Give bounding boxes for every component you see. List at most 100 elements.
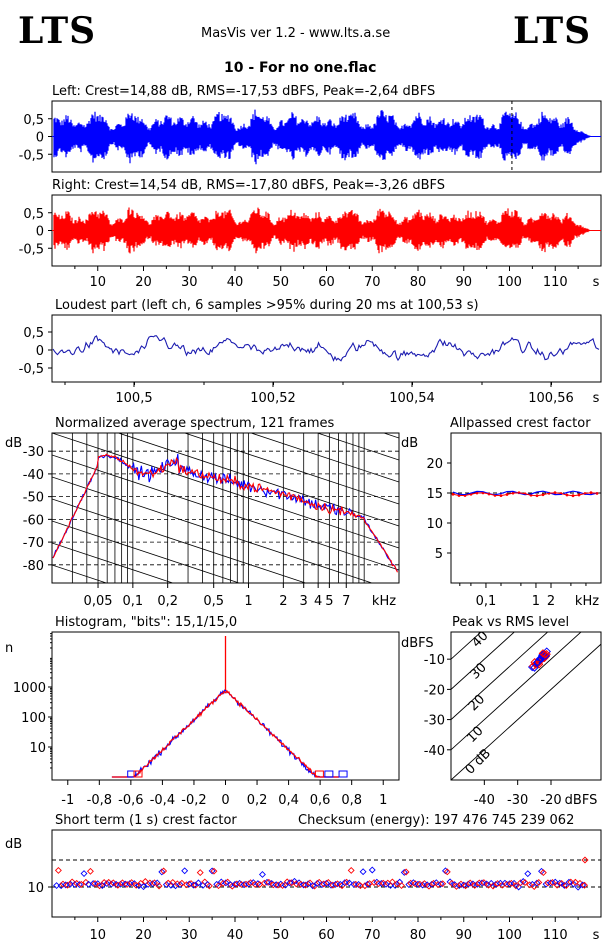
spectrum-slope-line — [316, 433, 399, 461]
short-term-crest-point — [196, 869, 204, 877]
spectrum-xtick-label: 5 — [325, 594, 333, 609]
short-term-crest-point — [377, 879, 385, 887]
peak-vs-rms-diag-line — [451, 643, 601, 780]
spectrum-series-left — [52, 453, 398, 572]
short-term-crest-point — [567, 878, 575, 886]
short-term-crest-point — [556, 879, 564, 887]
short-term-crest-point — [100, 879, 108, 886]
histogram-title: Histogram, "bits": 15,1/15,0 — [55, 615, 237, 630]
short-term-crest-xtick-label: 10 — [89, 928, 106, 943]
spectrum-slope-line — [249, 433, 399, 483]
short-term-crest-checksum: Checksum (energy): 197 476 745 239 062 — [298, 813, 574, 828]
spectrum-xtick-label: 2 — [279, 594, 287, 609]
allpassed-crest-ytick-label: 20 — [426, 457, 443, 472]
short-term-crest-point — [356, 882, 364, 890]
spectrum-ytick-label: -40 — [23, 468, 44, 483]
short-term-crest-point — [343, 878, 351, 886]
spectrum-series-right — [52, 453, 398, 573]
short-term-crest-point — [130, 880, 138, 888]
spectrum-xtick-label: 0,1 — [123, 594, 144, 609]
short-term-crest-point — [414, 880, 422, 888]
loudest-part-xtick-label: 100,56 — [528, 391, 574, 406]
short-term-crest-point — [274, 881, 282, 889]
loudest-part-ytick-label: 0,5 — [23, 326, 44, 341]
short-term-crest-point — [448, 879, 456, 887]
short-term-crest-point — [80, 870, 88, 878]
left-waveform-ytick-label: -0,5 — [19, 148, 44, 163]
spectrum-xtick-label: 0,5 — [203, 594, 224, 609]
short-term-crest-point — [190, 881, 198, 889]
right-waveform-xtick-label: 100 — [497, 275, 522, 290]
short-term-crest-point — [560, 881, 568, 889]
short-term-crest-point — [281, 881, 289, 889]
short-term-crest-point — [535, 879, 543, 886]
short-term-crest-point — [350, 880, 358, 888]
spectrum-ylabel: dB — [5, 436, 22, 451]
short-term-crest-point — [457, 880, 465, 888]
short-term-crest-frame — [51, 829, 602, 918]
right-waveform-xtick-label: 10 — [89, 275, 106, 290]
allpassed-crest-ytick-label: 15 — [426, 487, 443, 502]
allpassed-crest-ylabel: dB — [401, 436, 418, 451]
short-term-crest-xunit: s — [593, 928, 600, 943]
short-term-crest-point — [379, 879, 387, 887]
loudest-part-frame — [51, 314, 602, 383]
histogram-xtick-label: 0,8 — [341, 793, 362, 808]
allpassed-crest-ytick-label: 10 — [426, 517, 443, 532]
spectrum-ytick-label: -70 — [23, 536, 44, 551]
short-term-crest-xtick-label: 110 — [543, 928, 568, 943]
spectrum-xtick-label: 0,2 — [157, 594, 178, 609]
short-term-crest-point — [272, 881, 280, 889]
right-waveform-xtick-label: 40 — [227, 275, 244, 290]
histogram-ytick-label: 10 — [29, 741, 46, 756]
short-term-crest-point — [327, 881, 335, 889]
peak-vs-rms-point — [533, 658, 542, 667]
peak-vs-rms-diag-line — [451, 632, 516, 690]
loudest-part-ytick-label: 0 — [36, 344, 44, 359]
spectrum-xtick-label: 7 — [342, 594, 350, 609]
allpassed-crest-xtick-label: 1 — [532, 594, 540, 609]
histogram-xtick-label: 0 — [221, 793, 229, 808]
peak-vs-rms-diagonals — [451, 632, 601, 780]
short-term-crest-point — [85, 880, 93, 888]
allpassed-crest-xtick-label: 0,1 — [476, 594, 497, 609]
short-term-crest-point — [366, 880, 373, 888]
left-waveform-ytick-label: 0,5 — [23, 113, 44, 128]
short-term-crest-point — [451, 881, 459, 889]
short-term-crest-point — [89, 880, 97, 888]
left-waveform-title: Left: Crest=14,88 dB, RMS=-17,53 dBFS, P… — [52, 84, 435, 99]
loudest-part-ytick-label: -0,5 — [19, 362, 44, 377]
loudest-part-title: Loudest part (left ch, 6 samples >95% du… — [55, 298, 479, 313]
short-term-crest-point — [194, 879, 202, 887]
short-term-crest-xtick-label: 60 — [318, 928, 335, 943]
spectrum-xtick-label: 4 — [314, 594, 322, 609]
short-term-crest-point — [292, 880, 300, 888]
histogram-tail-bin — [127, 770, 137, 778]
short-term-crest-point — [114, 881, 122, 889]
right-waveform-xtick-label: 110 — [543, 275, 568, 290]
short-term-crest-point — [524, 870, 532, 878]
short-term-crest-point — [153, 879, 161, 887]
short-term-crest-point — [480, 879, 488, 887]
loudest-part-xtick-label: 100,54 — [389, 391, 435, 406]
right-waveform-xtick-label: 30 — [181, 275, 198, 290]
short-term-crest-point — [205, 882, 213, 890]
spectrum-xunit: kHz — [372, 594, 396, 609]
short-term-crest-point — [466, 879, 474, 887]
short-term-crest-point — [402, 868, 410, 876]
short-term-crest-point — [512, 882, 520, 890]
short-term-crest-point — [86, 867, 94, 875]
right-waveform-xtick-label: 70 — [364, 275, 381, 290]
right-waveform-ytick-label: 0 — [36, 225, 44, 240]
short-term-crest-point — [53, 882, 61, 890]
peak-vs-rms-point — [538, 649, 548, 658]
short-term-crest-xtick-label: 20 — [135, 928, 152, 943]
allpassed-crest-point-right — [451, 492, 455, 496]
right-waveform-ytick-label: 0,5 — [23, 207, 44, 222]
right-waveform-xtick-label: 50 — [272, 275, 289, 290]
histogram-ylabel: n — [5, 641, 13, 656]
short-term-crest-point — [140, 883, 147, 891]
loudest-part-xtick-label: 100,52 — [250, 391, 296, 406]
allpassed-crest-ytick-label: 5 — [435, 547, 443, 562]
peak-vs-rms-diag-label: 10 — [464, 724, 486, 746]
